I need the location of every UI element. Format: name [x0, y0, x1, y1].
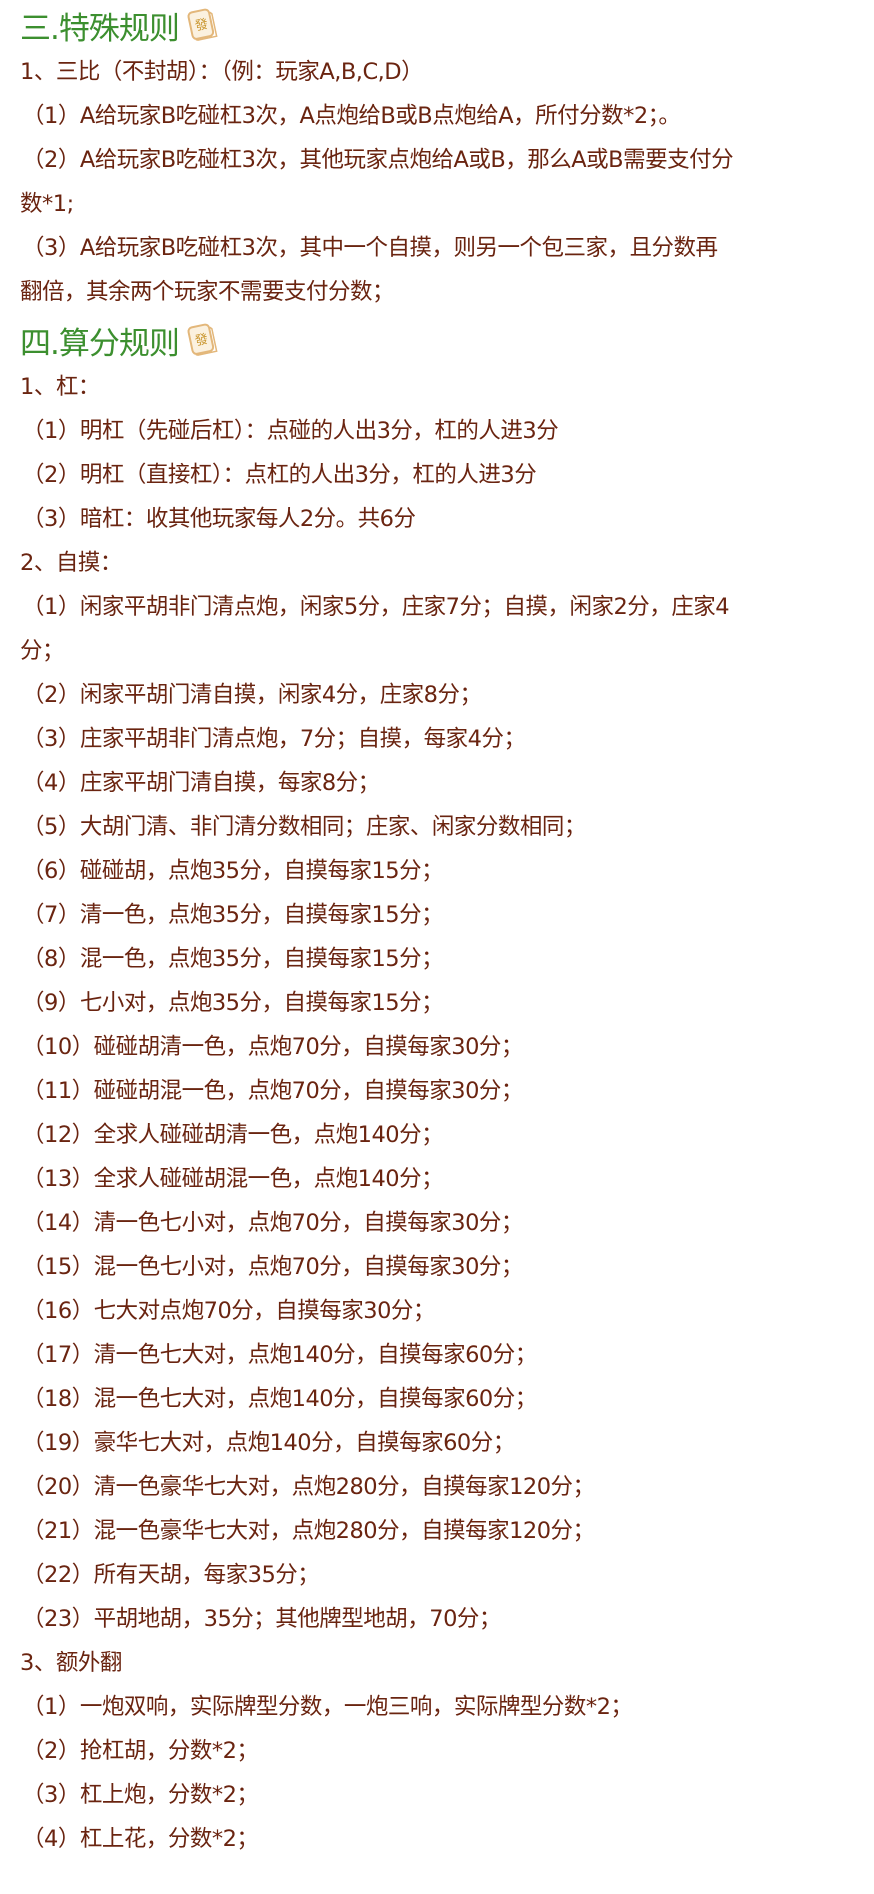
rule-item-line: （3）暗杠：收其他玩家每人2分。共6分 [22, 506, 416, 532]
rule-line: 3、额外翻 [20, 1650, 122, 1676]
rule-item-line: （19）豪华七大对，点炮140分，自摸每家60分； [22, 1430, 515, 1456]
rule-item-line: （4）庄家平胡门清自摸，每家8分； [22, 770, 380, 796]
rule-item-line: （10）碰碰胡清一色，点炮70分，自摸每家30分； [22, 1034, 523, 1060]
rule-item-line: （15）混一色七小对，点炮70分，自摸每家30分； [22, 1254, 523, 1280]
rule-item-line: （2）闲家平胡门清自摸，闲家4分，庄家8分； [22, 682, 482, 708]
section-title: 三.特殊规则 [20, 10, 180, 47]
rule-item-line: （1）闲家平胡非门清点炮，闲家5分，庄家7分；自摸，闲家2分，庄家4 [22, 594, 730, 620]
rule-item-line: （9）七小对，点炮35分，自摸每家15分； [22, 990, 444, 1016]
rule-item-line: （12）全求人碰碰胡清一色，点炮140分； [22, 1122, 444, 1148]
svg-text:發: 發 [194, 17, 210, 34]
section-heading: 四.算分规则發 [20, 315, 218, 365]
rule-item-line: （17）清一色七大对，点炮140分，自摸每家60分； [22, 1342, 537, 1368]
rule-item-line: （1）A给玩家B吃碰杠3次，A点炮给B或B点炮给A，所付分数*2；。 [22, 103, 681, 129]
rule-item-line: （23）平胡地胡，35分；其他牌型地胡，70分； [22, 1606, 501, 1632]
rule-item-line: （20）清一色豪华七大对，点炮280分，自摸每家120分； [22, 1474, 595, 1500]
rule-item-line: （3）杠上炮，分数*2； [22, 1782, 259, 1808]
rule-item-line: （21）混一色豪华七大对，点炮280分，自摸每家120分； [22, 1518, 595, 1544]
rule-item-line: （1）一炮双响，实际牌型分数，一炮三响，实际牌型分数*2； [22, 1694, 633, 1720]
rule-item-line: （22）所有天胡，每家35分； [22, 1562, 320, 1588]
rule-item-line: （8）混一色，点炮35分，自摸每家15分； [22, 946, 444, 972]
section-title: 四.算分规则 [20, 325, 180, 362]
rule-item-line: （3）庄家平胡非门清点炮，7分；自摸，每家4分； [22, 726, 526, 752]
rule-item-line: （6）碰碰胡，点炮35分，自摸每家15分； [22, 858, 444, 884]
rule-line: 数*1; [20, 191, 74, 217]
rule-line: 1、三比（不封胡）：（例：玩家A,B,C,D） [20, 59, 424, 85]
rule-item-line: （3）A给玩家B吃碰杠3次，其中一个自摸，则另一个包三家，且分数再 [22, 235, 718, 261]
rule-item-line: （18）混一色七大对，点炮140分，自摸每家60分； [22, 1386, 537, 1412]
rule-item-line: （2）明杠（直接杠）：点杠的人出3分，杠的人进3分 [22, 462, 537, 488]
rule-item-line: （4）杠上花，分数*2； [22, 1826, 259, 1852]
mahjong-tile-icon: 發 [186, 7, 218, 44]
rule-line: 2、自摸： [20, 550, 122, 576]
rule-item-line: （16）七大对点炮70分，自摸每家30分； [22, 1298, 435, 1324]
rule-item-line: （11）碰碰胡混一色，点炮70分，自摸每家30分； [22, 1078, 523, 1104]
rule-item-line: （2）抢杠胡，分数*2； [22, 1738, 259, 1764]
rule-item-line: （7）清一色，点炮35分，自摸每家15分； [22, 902, 444, 928]
rule-item-line: （1）明杠（先碰后杠）：点碰的人出3分，杠的人进3分 [22, 418, 559, 444]
rule-item-line: （13）全求人碰碰胡混一色，点炮140分； [22, 1166, 444, 1192]
rule-item-line: （14）清一色七小对，点炮70分，自摸每家30分； [22, 1210, 523, 1236]
rule-item-line: （2）A给玩家B吃碰杠3次，其他玩家点炮给A或B，那么A或B需要支付分 [22, 147, 734, 173]
svg-text:發: 發 [194, 332, 210, 349]
section-heading: 三.特殊规则發 [20, 0, 218, 50]
rule-line: 分； [20, 638, 65, 664]
rule-line: 翻倍，其余两个玩家不需要支付分数； [20, 279, 395, 305]
mahjong-tile-icon: 發 [186, 322, 218, 359]
rule-line: 1、杠： [20, 374, 100, 400]
rule-item-line: （5）大胡门清、非门清分数相同；庄家、闲家分数相同； [22, 814, 586, 840]
